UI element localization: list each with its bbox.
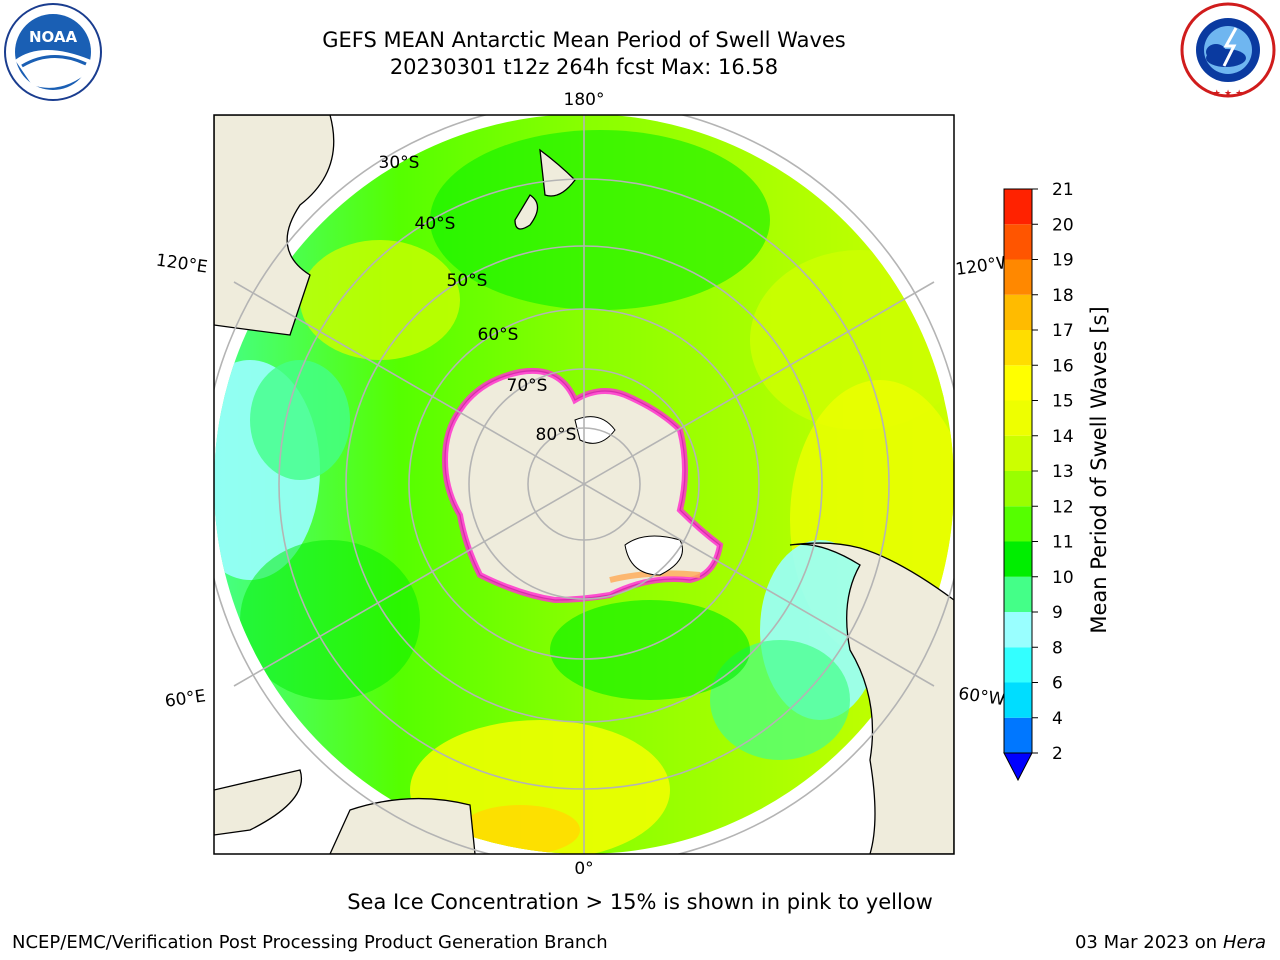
sea-ice-edge xyxy=(441,367,724,604)
colorbar-tick-label: 10 xyxy=(1052,568,1074,588)
lon-label-0: 0° xyxy=(574,859,593,879)
noaa-logo-text: NOAA xyxy=(29,28,78,46)
colorbar-swatch xyxy=(1004,576,1032,612)
nws-logo: ★ ★ ★ xyxy=(1180,2,1276,99)
colorbar-swatch xyxy=(1004,294,1032,330)
lat-label-60s: 60°S xyxy=(478,325,519,345)
colorbar-label: Mean Period of Swell Waves [s] xyxy=(1087,306,1111,633)
colorbar-tick-label: 8 xyxy=(1052,638,1063,658)
colorbar-tick-label: 9 xyxy=(1052,603,1063,623)
colorbar-swatch xyxy=(1004,400,1032,436)
footer-date: 03 Mar 2023 on Hera xyxy=(1075,932,1266,953)
sea-ice-caption: Sea Ice Concentration > 15% is shown in … xyxy=(347,890,933,914)
colorbar-tick-label: 13 xyxy=(1052,462,1074,482)
map-frame xyxy=(213,114,955,855)
swell-patches xyxy=(214,130,954,854)
colorbar-swatch xyxy=(1004,717,1032,753)
colorbar-tick-label: 11 xyxy=(1052,533,1074,553)
colorbar-tick-label: 14 xyxy=(1052,427,1074,447)
colorbar-swatch xyxy=(1004,259,1032,295)
lat-label-40s: 40°S xyxy=(415,214,456,234)
footer-machine: Hera xyxy=(1222,932,1266,953)
colorbar: 2 4 6 8 9 10 11 12 13 14 15 16 17 18 19 20 21 xyxy=(1003,180,1074,782)
colorbar-swatch xyxy=(1004,224,1032,260)
colorbar-swatch xyxy=(1004,506,1032,542)
graticule xyxy=(214,115,954,854)
colorbar-swatch xyxy=(1004,612,1032,648)
colorbar-swatch xyxy=(1004,435,1032,471)
colorbar-tick-label: 16 xyxy=(1052,356,1074,376)
noaa-logo: NOAA xyxy=(4,3,102,101)
colorbar-tick-label: 15 xyxy=(1052,392,1074,412)
colorbar-swatch xyxy=(1004,189,1032,225)
colorbar-tick-label: 18 xyxy=(1052,286,1074,306)
colorbar-swatch xyxy=(1004,647,1032,683)
colorbar-swatch xyxy=(1004,365,1032,401)
colorbar-extend-arrow xyxy=(1003,752,1033,782)
lon-label-120e: 120°E xyxy=(155,251,209,278)
lon-label-180: 180° xyxy=(564,90,605,110)
colorbar-swatch xyxy=(1004,541,1032,577)
lat-label-30s: 30°S xyxy=(379,153,420,173)
lon-label-60w: 60°W xyxy=(957,684,1006,710)
lon-label-60e: 60°E xyxy=(164,686,207,711)
lat-label-70s: 70°S xyxy=(507,376,548,396)
lat-label-80s: 80°S xyxy=(536,425,577,445)
colorbar-tick-label: 19 xyxy=(1052,251,1074,271)
colorbar-tick-label: 2 xyxy=(1052,744,1063,764)
colorbar-tick-label: 20 xyxy=(1052,215,1074,235)
svg-text:★ ★ ★: ★ ★ ★ xyxy=(1213,89,1243,99)
footer-credit: NCEP/EMC/Verification Post Processing Pr… xyxy=(12,932,608,953)
lat-label-50s: 50°S xyxy=(447,271,488,291)
colorbar-swatch xyxy=(1004,682,1032,718)
colorbar-tick-label: 4 xyxy=(1052,709,1063,729)
colorbar-tick-label: 6 xyxy=(1052,674,1063,694)
colorbar-tick-label: 12 xyxy=(1052,497,1074,517)
chart-title: GEFS MEAN Antarctic Mean Period of Swell… xyxy=(322,28,846,52)
chart-subtitle: 20230301 t12z 264h fcst Max: 16.58 xyxy=(389,55,779,79)
colorbar-swatch xyxy=(1004,330,1032,366)
colorbar-swatch xyxy=(1004,471,1032,507)
colorbar-tick-label: 17 xyxy=(1052,321,1074,341)
footer-date-text: 03 Mar 2023 on xyxy=(1074,932,1218,953)
colorbar-tick-label: 21 xyxy=(1052,180,1074,200)
